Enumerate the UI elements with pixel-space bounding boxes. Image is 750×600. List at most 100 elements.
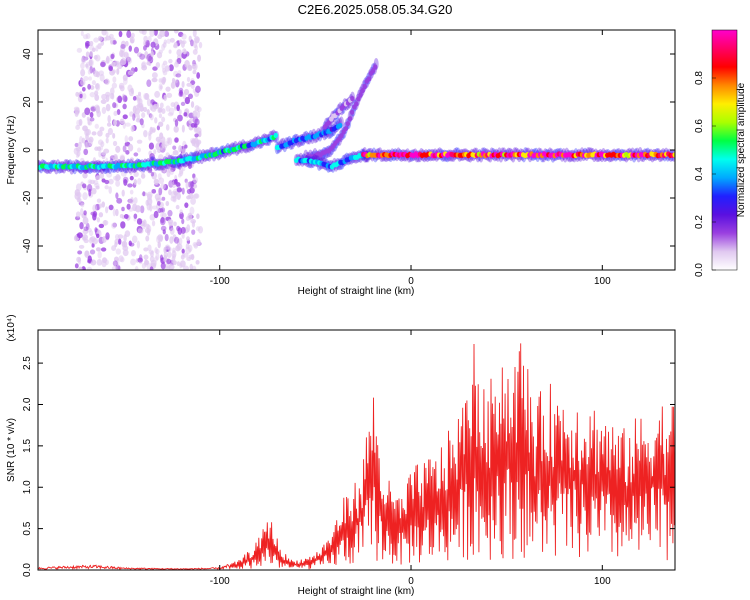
spectrogram-noise-speck [96,233,100,239]
snr-line-group [38,343,675,570]
spectrogram-noise-speck [186,236,190,242]
spectrogram-noise-speck [143,247,149,252]
spectrogram-noise-speck [122,103,127,110]
spectrogram-noise-speck [82,192,88,201]
spectrogram-noise-speck [193,193,200,199]
spectrogram-noise-speck [155,252,160,261]
spectrogram-noise-speck [83,148,89,156]
spectrogram-noise-speck [159,132,164,140]
spectrogram-noise-speck [115,192,119,199]
spectrogram-heatmap [38,30,675,270]
spectrogram-noise-speck [158,113,163,119]
spectrogram-noise-speck [74,107,80,116]
spectrogram-noise-speck [161,63,165,70]
spectrogram-noise-speck [151,220,156,227]
spectrogram-noise-speck [183,112,188,117]
spectrogram-noise-speck [144,93,150,101]
spectrogram-noise-speck [112,140,118,147]
spectrogram-noise-speck [95,185,100,190]
spectrogram-noise-speck [165,86,171,92]
spectrogram-cell [360,88,365,94]
spectrogram-noise-speck [125,122,131,127]
spectrogram-noise-speck [186,256,192,261]
spectrogram-noise-speck [160,165,166,174]
spectrogram-noise-speck [172,145,177,150]
spectrogram-noise-speck [173,221,177,227]
spectrogram-noise-speck [154,256,158,262]
spectrogram-noise-speck [104,78,110,85]
spectrogram-noise-speck [178,109,182,115]
spectrogram-noise-speck [176,261,181,266]
spectrogram-noise-speck [136,240,141,249]
spectrogram-noise-speck [115,264,121,270]
spectrogram-noise-speck [101,236,107,243]
spectrogram-noise-speck [129,36,135,44]
spectrogram-noise-speck [97,159,101,165]
spectrogram-noise-speck [105,31,109,37]
spectrogram-cell [345,121,351,127]
spectrogram-cell [362,83,367,90]
spectrogram-noise-speck [124,230,131,237]
spectrogram-noise-speck [98,203,103,209]
spectrogram-noise-speck [187,212,193,221]
spectrogram-noise-speck [119,155,126,163]
spectrogram-noise-speck [131,32,135,39]
spectrogram-noise-speck [189,206,195,215]
spectrogram-noise-speck [164,266,171,270]
spectrogram-noise-speck [92,179,99,185]
spectrogram-noise-speck [156,235,161,244]
spectrogram-noise-speck [138,30,145,34]
spectrogram-noise-speck [168,49,172,54]
spectrogram-noise-speck [143,45,147,51]
spectrogram-noise-speck [151,188,157,194]
spectrogram-cell [370,68,376,74]
spectrogram-noise-speck [196,106,202,113]
spectrogram-noise-speck [138,98,143,106]
spectrogram-noise-speck [170,81,176,89]
spectrogram-ytick-label: 40 [22,48,33,60]
spectrogram-noise-speck [100,247,107,252]
spectrogram-noise-speck [178,173,182,178]
spectrogram-noise-speck [100,99,107,105]
spectrogram-noise-speck [121,206,125,212]
spectrogram-noise-speck [147,167,153,174]
spectrogram-noise-speck [116,258,120,267]
spectrogram-noise-speck [85,51,90,58]
spectrogram-noise-speck [178,145,183,153]
spectrogram-noise-speck [133,152,139,157]
spectrogram-noise-speck [95,45,99,52]
spectrogram-cell [373,64,378,70]
spectrogram-noise-speck [111,222,117,229]
spectrogram-noise-speck [85,141,90,149]
spectrogram-noise-speck [82,172,88,179]
spectrogram-noise-speck [159,102,164,109]
spectrogram-noise-speck [92,157,97,165]
spectrogram-noise-speck [148,56,153,63]
spectrogram-noise-speck [131,235,138,244]
spectrogram-noise-speck [154,90,161,98]
spectrogram-noise-speck [192,49,198,55]
spectrogram-noise-speck [159,30,166,38]
spectrogram-noise-speck [143,35,148,42]
spectrogram-noise-speck [186,188,192,194]
spectrogram-noise-speck [135,205,141,213]
spectrogram-noise-speck [186,76,191,83]
spectrogram-noise-speck [137,178,142,185]
spectrogram-noise-speck [77,250,83,255]
spectrogram-noise-speck [140,168,146,175]
spectrogram-noise-speck [112,260,118,267]
spectrogram-noise-speck [196,72,201,79]
spectrogram-noise-speck [138,254,143,261]
spectrogram-noise-speck [155,197,162,203]
spectrogram-noise-speck [80,207,84,216]
spectrogram-noise-speck [159,254,164,261]
spectrogram-noise-speck [192,173,196,179]
spectrogram-noise-speck [83,75,89,82]
spectrogram-noise-speck [184,96,191,105]
spectrogram-noise-speck [79,93,83,99]
spectrogram-noise-speck [179,211,184,220]
spectrogram-noise-speck [120,58,127,66]
spectrogram-noise-speck [108,65,114,72]
spectrogram-panel: -100 0 100 -40 -20 0 20 40 Height of straight l… [6,29,676,297]
